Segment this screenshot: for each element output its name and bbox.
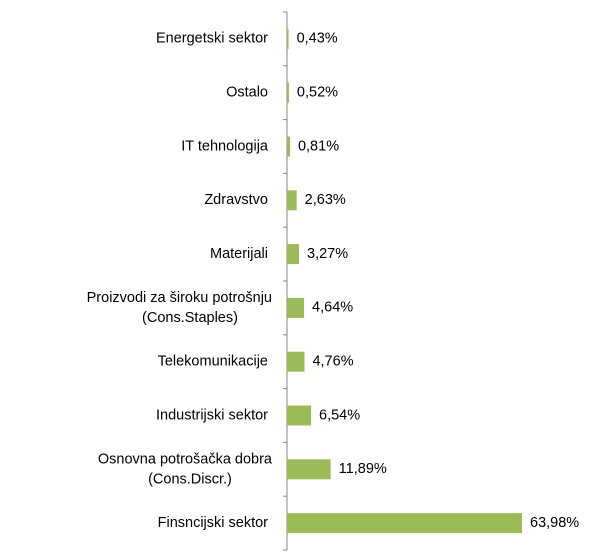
bar (287, 405, 312, 426)
category-label: Materijali (210, 246, 268, 262)
category-label: Proizvodi za široku potrošnju (Cons.Stapl… (87, 290, 272, 326)
value-label: 3,27% (307, 246, 348, 262)
category-label: Industrijski sektor (156, 407, 268, 423)
bar (287, 351, 305, 372)
category-label: Zdravstvo (204, 192, 268, 208)
category-label: IT tehnologija (181, 138, 269, 154)
bar (287, 82, 289, 103)
bar (287, 513, 522, 534)
category-label: Energetski sektor (156, 31, 268, 47)
category-label: Osnovna potrošačka dobra (Cons.Discr.) (98, 451, 273, 487)
bar (287, 459, 331, 480)
value-label: 4,64% (312, 300, 353, 316)
bar (287, 244, 300, 265)
value-label: 2,63% (305, 192, 346, 208)
value-label: 0,52% (297, 85, 338, 101)
bar (287, 28, 289, 49)
value-label: 11,89% (339, 461, 387, 477)
bar (287, 190, 297, 211)
category-label: Ostalo (226, 85, 268, 101)
bar (287, 136, 290, 157)
value-label: 0,43% (297, 31, 338, 47)
bar (287, 297, 305, 318)
category-label: Telekomunikacije (158, 354, 268, 370)
value-label: 4,76% (312, 354, 353, 370)
category-label: Finsncijski sektor (158, 515, 269, 531)
value-label: 63,98% (530, 515, 579, 531)
value-label: 0,81% (298, 138, 339, 154)
value-label: 6,54% (319, 407, 360, 423)
